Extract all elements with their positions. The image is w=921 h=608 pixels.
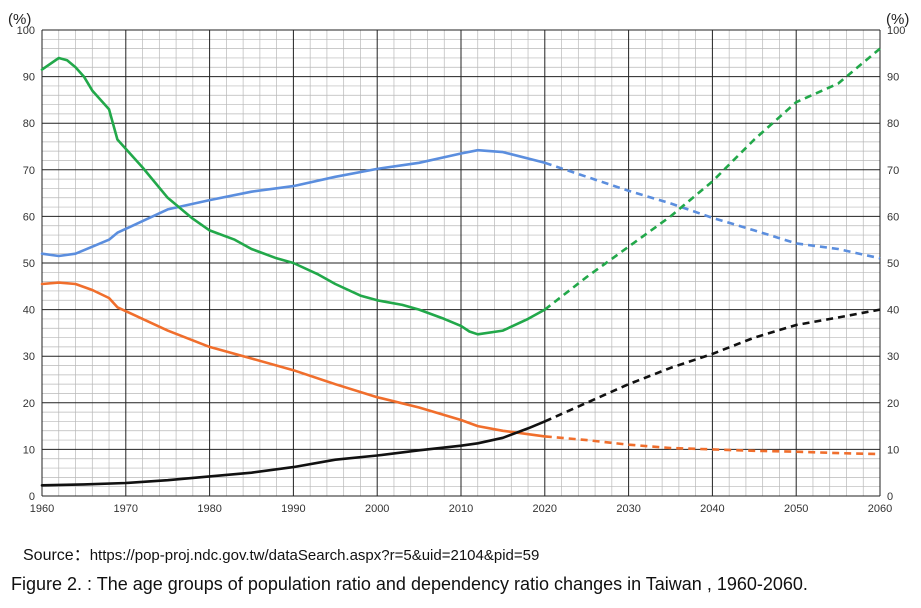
right-y-tick-label: 50 <box>887 258 899 270</box>
left-y-tick-label: 30 <box>23 351 35 363</box>
right-y-tick-label: 0 <box>887 491 893 503</box>
source-line: Source：https://pop-proj.ndc.gov.tw/dataS… <box>23 541 539 565</box>
left-y-tick-label: 100 <box>17 25 35 37</box>
x-tick-label: 1980 <box>197 503 221 515</box>
x-tick-label: 2010 <box>449 503 473 515</box>
series-3-observed-line <box>40 420 547 487</box>
series-3-projected-line <box>544 308 881 423</box>
figure-caption: Figure 2. : The age groups of population… <box>11 574 808 594</box>
right-y-tick-label: 40 <box>887 305 899 317</box>
x-tick-label: 2040 <box>700 503 724 515</box>
x-tick-label: 2060 <box>868 503 892 515</box>
right-y-tick-label: 30 <box>887 351 899 363</box>
right-y-tick-label: 10 <box>887 444 899 456</box>
x-tick-label: 1970 <box>114 503 138 515</box>
population-ratio-chart: 1960 1970 1980 1990 2000 2010 2020 2030 2040 2050… <box>8 11 909 515</box>
series-2-projected-line <box>544 435 881 456</box>
left-y-tick-label: 0 <box>29 491 35 503</box>
left-y-tick-label: 20 <box>23 398 35 410</box>
x-tick-label: 2030 <box>616 503 640 515</box>
left-y-tick-label: 60 <box>23 211 35 223</box>
left-axis-unit-label: (%) <box>8 11 31 28</box>
left-y-tick-label: 80 <box>23 118 35 130</box>
right-y-tick-label: 60 <box>887 211 899 223</box>
left-y-tick-label: 10 <box>23 444 35 456</box>
right-y-tick-label: 100 <box>887 25 905 37</box>
series-1-observed-line <box>40 56 547 336</box>
right-y-tick-label: 90 <box>887 72 899 84</box>
x-tick-label: 2020 <box>533 503 557 515</box>
series-layer <box>40 47 881 487</box>
right-y-tick-label: 20 <box>887 398 899 410</box>
right-y-tick-label: 80 <box>887 118 899 130</box>
series-0-observed-line <box>40 148 547 258</box>
x-tick-label: 2000 <box>365 503 389 515</box>
left-y-tick-label: 70 <box>23 165 35 177</box>
x-tick-label: 2050 <box>784 503 808 515</box>
left-y-tick-label: 50 <box>23 258 35 270</box>
source-label: Source： <box>23 547 90 564</box>
right-axis-unit-label: (%) <box>886 11 909 28</box>
left-y-tick-label: 40 <box>23 305 35 317</box>
x-tick-label: 1960 <box>30 503 54 515</box>
major-grid <box>41 29 881 497</box>
source-url: https://pop-proj.ndc.gov.tw/dataSearch.a… <box>89 547 540 564</box>
series-0-projected-line <box>544 161 881 260</box>
right-y-tick-label: 70 <box>887 165 899 177</box>
series-2-observed-line <box>40 281 547 438</box>
tick-labels: 1960 1970 1980 1990 2000 2010 2020 2030 2040 2050… <box>17 25 906 515</box>
left-y-tick-label: 90 <box>23 72 35 84</box>
x-tick-label: 1990 <box>281 503 305 515</box>
